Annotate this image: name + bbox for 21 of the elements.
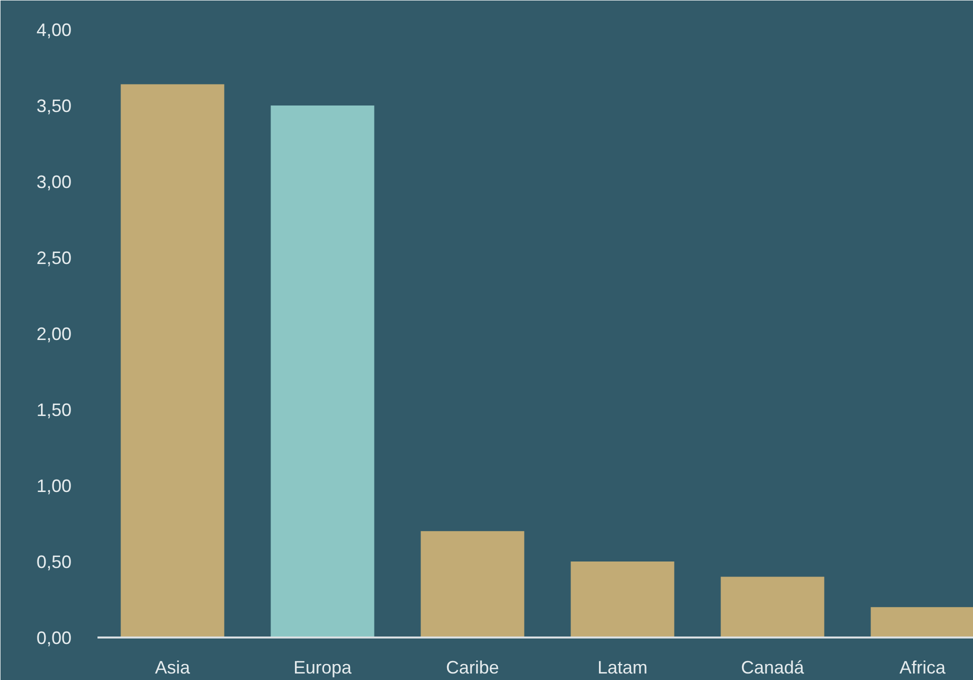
y-tick-label: 2,50 [36,248,72,268]
y-tick-label: 4,00 [36,20,72,40]
x-tick-label: Africa [899,658,946,678]
bar [270,106,374,638]
x-tick-label: Latam [597,658,648,678]
y-tick-label: 2,00 [36,324,72,344]
bar [870,607,973,638]
y-tick-label: 1,50 [36,400,72,420]
x-tick-label: Caribe [446,658,500,678]
x-tick-label: Asia [154,658,191,678]
y-tick-label: 0,00 [36,628,72,648]
y-tick-label: 3,00 [36,172,72,192]
bar [420,531,524,638]
bar [570,562,674,638]
x-tick-label: Europa [293,658,353,678]
bar [720,576,824,638]
y-tick-label: 1,00 [36,476,72,496]
x-tick-label: Canadá [740,658,806,678]
bar [120,84,224,638]
y-tick-label: 3,50 [36,96,72,116]
y-tick-label: 0,50 [36,552,72,572]
